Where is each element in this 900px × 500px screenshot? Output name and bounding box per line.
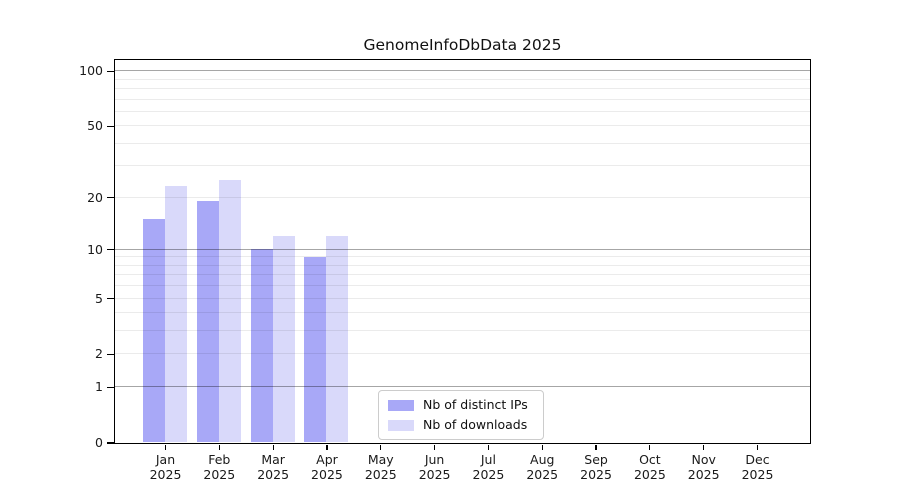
x-tick-label: Dec 2025 xyxy=(728,452,788,482)
gridline-major xyxy=(114,386,810,388)
x-tick xyxy=(380,444,382,450)
x-tick-year: 2025 xyxy=(149,467,182,482)
x-tick-year: 2025 xyxy=(257,467,290,482)
gridline-minor xyxy=(114,256,810,258)
legend-label-distinct-ips: Nb of distinct IPs xyxy=(423,397,528,412)
x-tick-year: 2025 xyxy=(418,467,451,482)
gridline-minor xyxy=(114,78,810,80)
gridline-major xyxy=(114,248,810,250)
y-tick xyxy=(106,70,114,72)
gridline-minor xyxy=(114,98,810,100)
gridline-minor xyxy=(114,196,810,198)
y-tick-label: 10 xyxy=(87,241,103,257)
y-tick-label: 100 xyxy=(79,63,103,79)
x-tick xyxy=(487,444,489,450)
plot-area xyxy=(113,58,811,444)
y-tick-label: 50 xyxy=(87,118,103,134)
y-tick xyxy=(106,386,114,388)
x-tick-year: 2025 xyxy=(633,467,666,482)
bar-distinct-ips xyxy=(304,256,327,443)
legend: Nb of distinct IPs Nb of downloads xyxy=(378,390,544,440)
gridline-minor xyxy=(114,274,810,276)
bar-distinct-ips xyxy=(250,249,273,443)
x-tick-label: Jun 2025 xyxy=(405,452,465,482)
x-tick-label: Jan 2025 xyxy=(136,452,196,482)
gridline-minor xyxy=(114,312,810,314)
x-tick-label: Jul 2025 xyxy=(458,452,518,482)
x-tick-year: 2025 xyxy=(741,467,774,482)
y-tick-label: 5 xyxy=(95,290,103,306)
x-tick xyxy=(703,444,705,450)
x-tick xyxy=(164,444,167,450)
y-tick-label: 0 xyxy=(95,435,103,450)
y-tick xyxy=(106,442,114,444)
bar-downloads xyxy=(218,179,241,443)
gridline-major xyxy=(114,70,810,72)
bar-distinct-ips xyxy=(143,219,165,443)
x-tick-year: 2025 xyxy=(472,467,505,482)
legend-item-distinct-ips: Nb of distinct IPs xyxy=(388,397,534,413)
x-tick xyxy=(434,444,436,450)
x-tick-year: 2025 xyxy=(580,467,612,482)
gridline-minor xyxy=(114,353,810,355)
y-tick xyxy=(106,353,114,356)
x-tick-label: Sep 2025 xyxy=(566,452,626,482)
gridline-minor xyxy=(114,110,810,112)
gridline-minor xyxy=(114,165,810,167)
x-tick xyxy=(595,444,597,450)
gridline-minor xyxy=(114,142,810,144)
x-tick xyxy=(756,444,759,450)
bar-downloads xyxy=(272,235,295,443)
gridline-minor xyxy=(114,264,810,266)
x-tick xyxy=(541,444,543,450)
x-tick-year: 2025 xyxy=(526,467,559,482)
gridline-minor xyxy=(114,285,810,287)
x-tick-year: 2025 xyxy=(203,467,236,482)
chart-title: GenomeInfoDbData 2025 xyxy=(363,36,562,54)
gridline-minor xyxy=(114,125,810,127)
x-tick xyxy=(218,444,220,450)
x-tick-label: Feb 2025 xyxy=(189,452,249,482)
legend-label-downloads: Nb of downloads xyxy=(423,417,528,432)
legend-item-downloads: Nb of downloads xyxy=(388,417,534,433)
legend-swatch-downloads xyxy=(388,419,414,431)
y-tick xyxy=(106,197,114,199)
x-tick-label: Mar 2025 xyxy=(243,452,303,482)
x-tick-year: 2025 xyxy=(364,467,397,482)
gridline-minor xyxy=(114,330,810,332)
bar-distinct-ips xyxy=(196,201,219,443)
y-tick-label: 20 xyxy=(87,189,103,205)
x-tick xyxy=(272,444,274,450)
y-tick xyxy=(106,125,114,127)
y-tick xyxy=(106,249,114,251)
gridline-minor xyxy=(114,87,810,89)
x-tick-label: May 2025 xyxy=(351,452,411,482)
y-tick-label: 2 xyxy=(95,346,103,362)
gridline-minor xyxy=(114,297,810,299)
x-tick-label: Oct 2025 xyxy=(620,452,680,482)
x-tick-label: Nov 2025 xyxy=(674,452,734,482)
legend-swatch-distinct-ips xyxy=(388,399,414,411)
x-tick-year: 2025 xyxy=(311,467,343,482)
x-tick xyxy=(649,444,651,450)
bar-downloads xyxy=(165,186,187,443)
x-tick xyxy=(326,444,328,450)
bar-downloads xyxy=(326,235,349,443)
y-tick xyxy=(106,298,114,300)
x-tick-year: 2025 xyxy=(687,467,720,482)
y-tick-label: 1 xyxy=(95,379,103,395)
x-tick-label: Aug 2025 xyxy=(512,452,572,482)
x-tick-label: Apr 2025 xyxy=(297,452,357,482)
